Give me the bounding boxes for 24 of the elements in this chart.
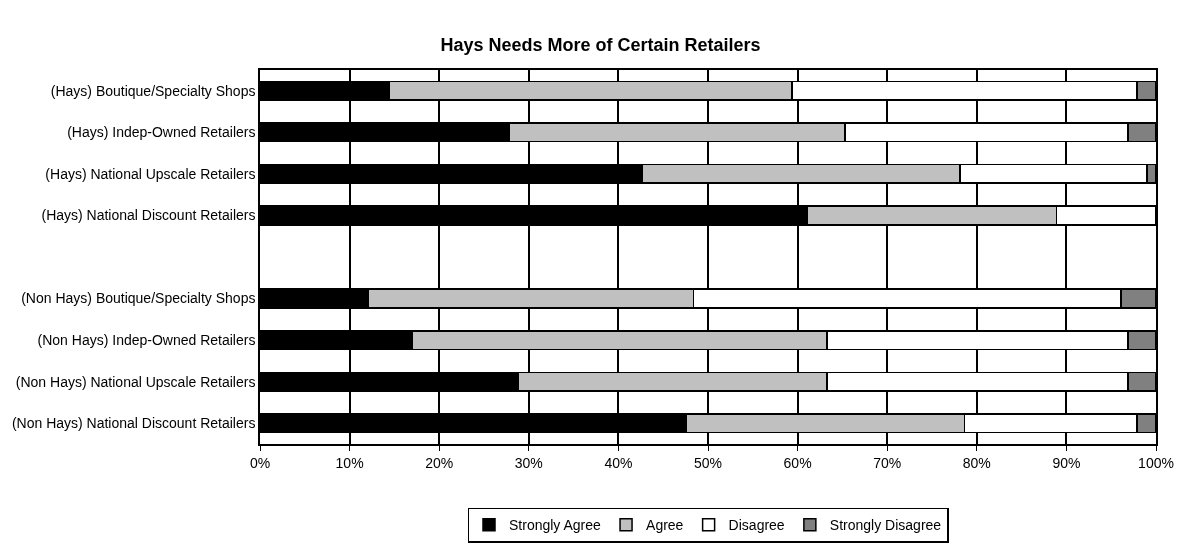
- x-tick-label: 40%: [604, 454, 633, 471]
- y-tick-label: (Non Hays) Indep-Owned Retailers: [37, 332, 256, 349]
- x-tick-label: 50%: [693, 454, 723, 471]
- x-tick-label: 60%: [783, 454, 812, 471]
- x-tick-label: 70%: [873, 454, 902, 471]
- legend-label: Strongly Agree: [509, 517, 602, 534]
- y-tick-label: (Non Hays) National Discount Retailers: [11, 415, 256, 432]
- y-tick-label: (Non Hays) Boutique/Specialty Shops: [21, 290, 256, 307]
- chart-title: Hays Needs More of Certain Retailers: [440, 35, 761, 56]
- y-tick-label: (Hays) Boutique/Specialty Shops: [50, 82, 256, 99]
- y-tick-label: (Non Hays) National Upscale Retailers: [15, 373, 256, 390]
- x-tick-label: 20%: [425, 454, 454, 471]
- legend-label: Agree: [646, 517, 684, 534]
- x-tick-label: 0%: [249, 454, 271, 471]
- y-tick-label: (Hays) Indep-Owned Retailers: [67, 124, 256, 141]
- y-tick-label: (Hays) National Discount Retailers: [41, 207, 256, 224]
- x-tick-label: 10%: [335, 454, 364, 471]
- x-tick-label: 90%: [1052, 454, 1081, 471]
- legend-label: Strongly Disagree: [829, 517, 942, 534]
- legend-label: Disagree: [728, 517, 785, 534]
- y-tick-label: (Hays) National Upscale Retailers: [45, 165, 256, 182]
- x-tick-label: 30%: [514, 454, 543, 471]
- x-tick-label: 80%: [962, 454, 991, 471]
- x-tick-label: 100%: [1138, 454, 1174, 471]
